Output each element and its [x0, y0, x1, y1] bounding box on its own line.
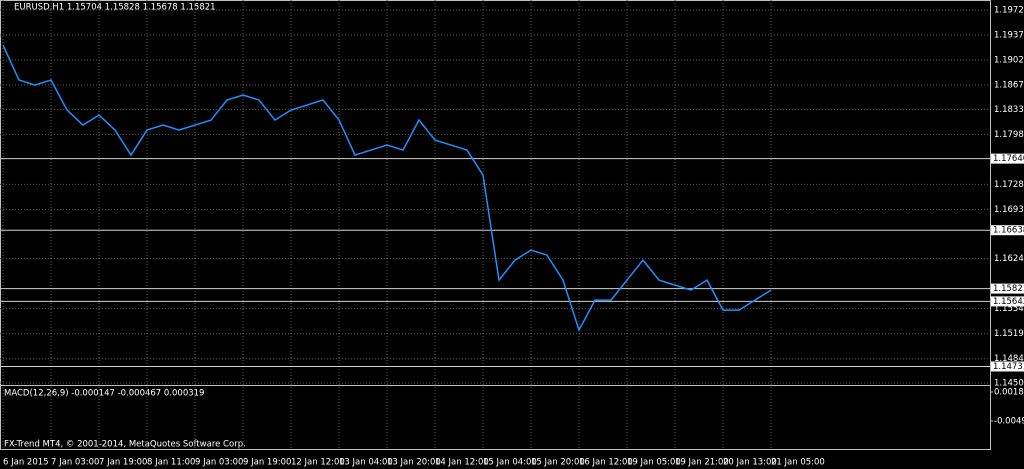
- y-tick-label: 1.17980: [994, 130, 1024, 140]
- y-tick-label: 1.14840: [994, 354, 1024, 364]
- y-tick-label: 1.17280: [994, 180, 1024, 190]
- level-label: 1.14731: [993, 362, 1024, 372]
- x-tick-label: 20 Jan 13:00: [723, 458, 777, 468]
- x-tick-label: 13 Jan 04:00: [339, 458, 393, 468]
- y-tick-label: 1.19370: [994, 31, 1024, 41]
- y-tick-label: 1.15190: [994, 329, 1024, 339]
- x-tick-label: 19 Jan 21:00: [675, 458, 729, 468]
- x-tick-label: 21 Jan 05:00: [771, 458, 825, 468]
- x-tick-label: 16 Jan 12:00: [579, 458, 633, 468]
- y-tick-label: 1.16240: [994, 254, 1024, 264]
- y-tick-label: 0.001803: [994, 388, 1024, 398]
- plot-frame: [0, 0, 991, 450]
- price-line: [2, 44, 772, 333]
- y-tick-label: 1.19020: [994, 56, 1024, 66]
- y-tick-label: -0.004923: [994, 417, 1024, 427]
- y-tick-label: 1.19720: [994, 6, 1024, 16]
- y-tick-label: 1.14500: [994, 379, 1024, 389]
- indicator-title: MACD(12,26,9) -0.000147 -0.000467 0.0003…: [4, 389, 204, 399]
- x-tick-label: 12 Jan 12:00: [291, 458, 345, 468]
- x-tick-label: 6 Jan 2015: [3, 458, 49, 468]
- level-label-box: [991, 361, 1024, 372]
- chart-title: EURUSD,H1 1.15704 1.15828 1.15678 1.1582…: [14, 3, 216, 13]
- x-tick-label: 15 Jan 04:00: [483, 458, 537, 468]
- x-tick-label: 14 Jan 12:00: [435, 458, 489, 468]
- level-label-box: [991, 296, 1024, 307]
- x-tick-label: 9 Jan 19:00: [243, 458, 291, 468]
- y-tick-label: 1.15540: [994, 304, 1024, 314]
- x-tick-label: 8 Jan 11:00: [147, 458, 195, 468]
- y-tick-label: 1.18670: [994, 81, 1024, 91]
- x-tick-label: 13 Jan 20:00: [387, 458, 441, 468]
- level-label: 1.15642: [993, 297, 1024, 307]
- x-tick-label: 15 Jan 20:00: [531, 458, 585, 468]
- x-tick-label: 9 Jan 03:00: [195, 458, 243, 468]
- copyright: FX-Trend MT4, © 2001-2014, MetaQuotes So…: [4, 440, 246, 450]
- x-tick-label: 7 Jan 03:00: [51, 458, 99, 468]
- level-label-box: [991, 283, 1024, 294]
- level-label-box: [991, 225, 1024, 236]
- x-tick-label: 19 Jan 05:00: [627, 458, 681, 468]
- level-label: 1.16638: [993, 226, 1024, 236]
- x-tick-label: 7 Jan 19:00: [99, 458, 147, 468]
- level-label: 1.17640: [993, 154, 1024, 164]
- y-tick-label: 1.16930: [994, 205, 1024, 215]
- level-label-box: [991, 153, 1024, 164]
- level-label: 1.15821: [993, 284, 1024, 294]
- y-tick-label: 1.18330: [994, 105, 1024, 115]
